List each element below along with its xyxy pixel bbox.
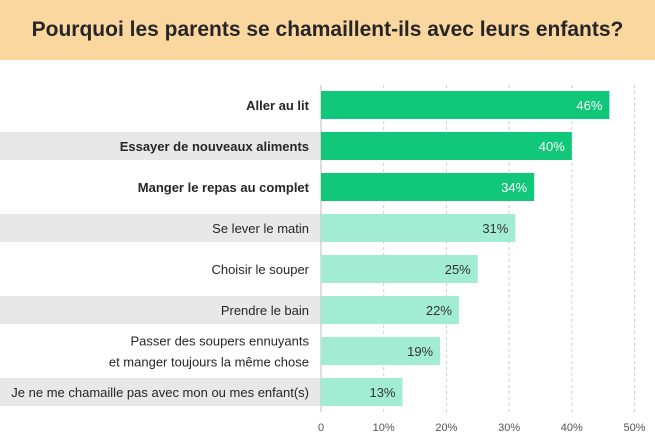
- bar: [321, 378, 403, 406]
- bar: [321, 337, 441, 365]
- bar: [321, 91, 610, 119]
- value-label: 22%: [426, 303, 452, 318]
- value-labels: 46% 40% 34% 31% 25% 22% 19% 13%: [369, 98, 602, 400]
- x-tick-label: 50%: [623, 422, 645, 434]
- category-label: Choisir le souper: [211, 262, 309, 277]
- x-tick-label: 40%: [561, 422, 583, 434]
- category-label: Essayer de nouveaux aliments: [120, 139, 309, 154]
- value-label: 40%: [539, 139, 565, 154]
- bars: [321, 91, 610, 406]
- value-label: 19%: [407, 344, 433, 359]
- x-tick-label: 0: [318, 422, 324, 434]
- category-label: Je ne me chamaille pas avec mon ou mes e…: [11, 385, 309, 400]
- row-stripe: [0, 132, 321, 160]
- x-tick-label: 20%: [435, 422, 457, 434]
- title-band: [0, 0, 655, 60]
- category-label: Manger le repas au complet: [138, 180, 310, 195]
- value-label: 34%: [501, 180, 527, 195]
- x-tick-label: 30%: [498, 422, 520, 434]
- x-tick-labels: 0 10% 20% 30% 40% 50%: [318, 422, 646, 434]
- x-tick-label: 10%: [373, 422, 395, 434]
- value-label: 31%: [482, 221, 508, 236]
- value-label: 13%: [369, 385, 395, 400]
- row-stripe: [0, 214, 321, 242]
- bar: [321, 132, 572, 160]
- value-label: 46%: [576, 98, 602, 113]
- category-label: Se lever le matin: [212, 221, 309, 236]
- bar: [321, 214, 516, 242]
- category-label: Passer des soupers ennuyants: [131, 334, 310, 349]
- bar: [321, 255, 478, 283]
- category-labels: Aller au lit Essayer de nouveaux aliments…: [11, 98, 309, 400]
- bar-chart: Aller au lit Essayer de nouveaux aliments…: [0, 85, 646, 434]
- chart-title: Pourquoi les parents se chamaillent-ils …: [31, 18, 624, 41]
- row-stripe: [0, 296, 321, 324]
- bar: [321, 296, 459, 324]
- category-label: Prendre le bain: [221, 303, 309, 318]
- value-label: 25%: [445, 262, 471, 277]
- row-stripes: [0, 132, 321, 406]
- category-label: Aller au lit: [246, 98, 310, 113]
- category-label: et manger toujours la même chose: [109, 355, 309, 370]
- bar: [321, 173, 535, 201]
- row-stripe: [0, 378, 321, 406]
